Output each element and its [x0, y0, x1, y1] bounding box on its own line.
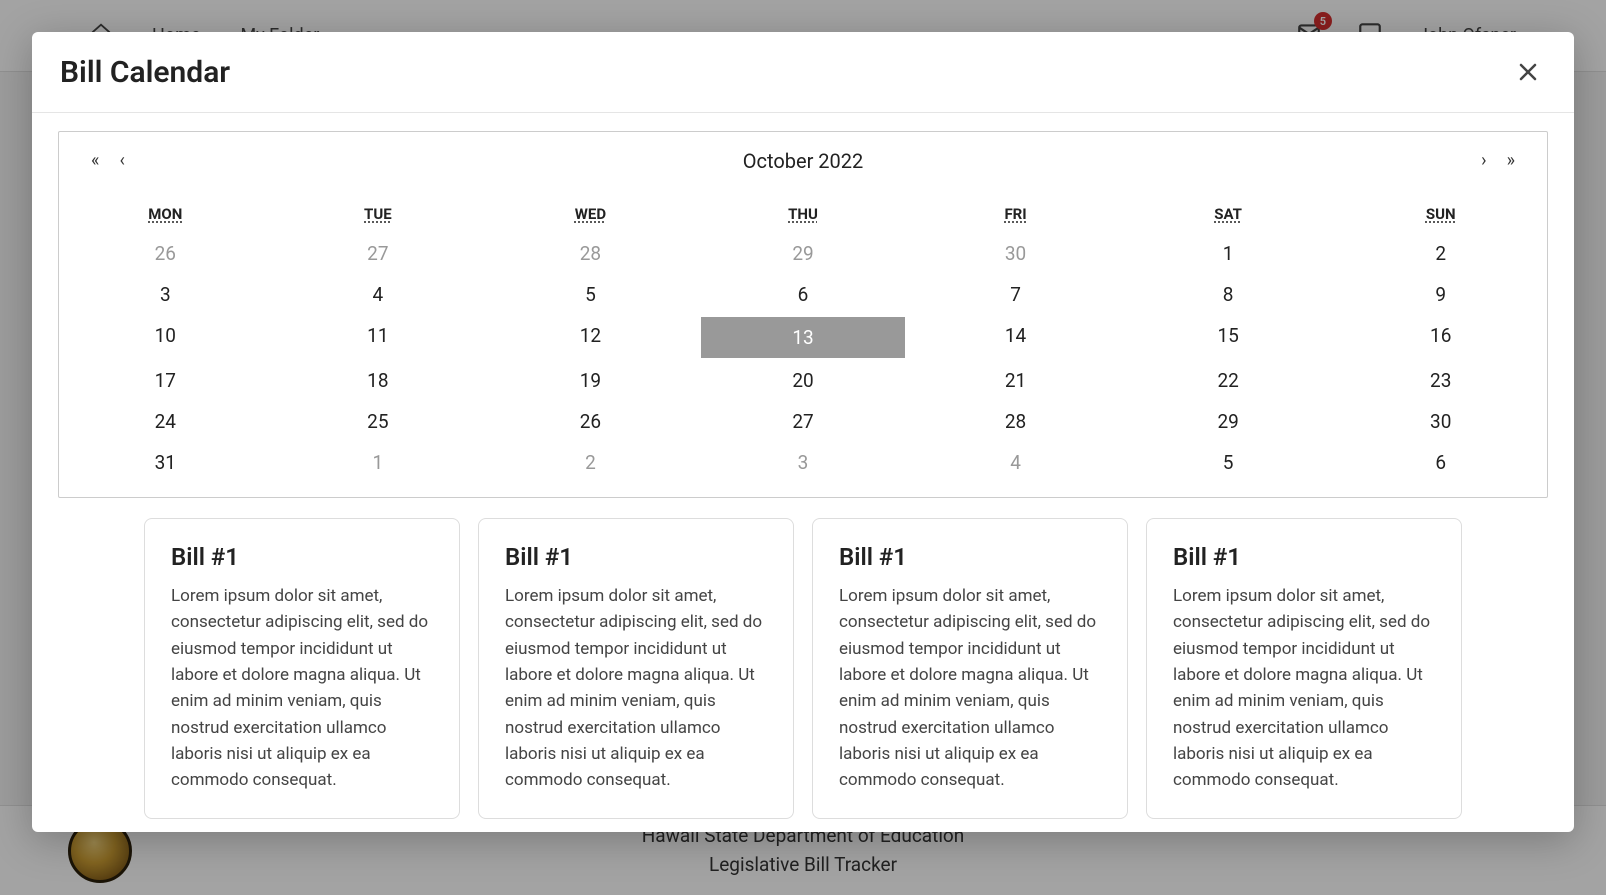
- modal-body: « ‹ October 2022 › » MONTUEWEDTHUFRISATS…: [32, 113, 1574, 832]
- bill-card-description: Lorem ipsum dolor sit amet, consectetur …: [839, 583, 1101, 794]
- calendar-day-cell[interactable]: 3: [59, 274, 272, 315]
- modal-header: Bill Calendar: [32, 32, 1574, 113]
- calendar-day-cell[interactable]: 15: [1122, 315, 1335, 360]
- bill-card-title: Bill #1: [839, 543, 1101, 571]
- calendar-day-header: MON: [59, 191, 272, 233]
- calendar-day-cell[interactable]: 28: [484, 233, 697, 274]
- calendar-day-cell[interactable]: 26: [59, 233, 272, 274]
- bill-card[interactable]: Bill #1 Lorem ipsum dolor sit amet, conse…: [144, 518, 460, 819]
- calendar-day-cell[interactable]: 9: [1334, 274, 1547, 315]
- calendar-day-header: SUN: [1334, 191, 1547, 233]
- calendar-day-cell[interactable]: 1: [1122, 233, 1335, 274]
- next-month-button[interactable]: ›: [1471, 146, 1496, 175]
- calendar-day-cell[interactable]: 14: [909, 315, 1122, 360]
- calendar-day-cell[interactable]: 10: [59, 315, 272, 360]
- close-icon: [1516, 60, 1540, 84]
- next-year-button[interactable]: »: [1497, 146, 1525, 175]
- bill-card-description: Lorem ipsum dolor sit amet, consectetur …: [171, 583, 433, 794]
- calendar-day-cell[interactable]: 11: [272, 315, 485, 360]
- calendar-day-cell[interactable]: 6: [697, 274, 910, 315]
- calendar-day-cell[interactable]: 13: [701, 317, 906, 358]
- calendar-day-cell[interactable]: 29: [1122, 401, 1335, 442]
- calendar-day-cell[interactable]: 19: [484, 360, 697, 401]
- calendar-day-header: WED: [484, 191, 697, 233]
- calendar-nav: « ‹ October 2022 › »: [59, 132, 1547, 181]
- prev-month-button[interactable]: ‹: [109, 146, 134, 175]
- calendar-day-header: TUE: [272, 191, 485, 233]
- calendar-day-cell[interactable]: 8: [1122, 274, 1335, 315]
- modal-title: Bill Calendar: [60, 55, 230, 90]
- calendar-day-cell[interactable]: 4: [909, 442, 1122, 483]
- calendar-day-header: FRI: [909, 191, 1122, 233]
- bill-card-title: Bill #1: [171, 543, 433, 571]
- bill-card-title: Bill #1: [1173, 543, 1435, 571]
- calendar-day-cell[interactable]: 26: [484, 401, 697, 442]
- calendar-day-cell[interactable]: 29: [697, 233, 910, 274]
- calendar-day-cell[interactable]: 5: [1122, 442, 1335, 483]
- calendar-day-cell[interactable]: 5: [484, 274, 697, 315]
- bill-card[interactable]: Bill #1 Lorem ipsum dolor sit amet, conse…: [812, 518, 1128, 819]
- close-button[interactable]: [1510, 54, 1546, 90]
- calendar-day-cell[interactable]: 31: [59, 442, 272, 483]
- calendar-day-cell[interactable]: 25: [272, 401, 485, 442]
- bill-card-description: Lorem ipsum dolor sit amet, consectetur …: [1173, 583, 1435, 794]
- calendar: « ‹ October 2022 › » MONTUEWEDTHUFRISATS…: [58, 131, 1548, 498]
- calendar-day-cell[interactable]: 6: [1334, 442, 1547, 483]
- calendar-month-label: October 2022: [743, 149, 864, 173]
- bill-card-description: Lorem ipsum dolor sit amet, consectetur …: [505, 583, 767, 794]
- calendar-day-cell[interactable]: 30: [909, 233, 1122, 274]
- calendar-grid: MONTUEWEDTHUFRISATSUN2627282930123456789…: [59, 181, 1547, 497]
- calendar-day-cell[interactable]: 12: [484, 315, 697, 360]
- calendar-day-cell[interactable]: 1: [272, 442, 485, 483]
- calendar-day-cell[interactable]: 23: [1334, 360, 1547, 401]
- calendar-day-cell[interactable]: 16: [1334, 315, 1547, 360]
- bill-card[interactable]: Bill #1 Lorem ipsum dolor sit amet, conse…: [478, 518, 794, 819]
- calendar-day-cell[interactable]: 21: [909, 360, 1122, 401]
- calendar-day-cell[interactable]: 22: [1122, 360, 1335, 401]
- calendar-day-header: THU: [697, 191, 910, 233]
- bill-calendar-modal: Bill Calendar « ‹ October 2022 › » MONTU…: [32, 32, 1574, 832]
- bill-card-title: Bill #1: [505, 543, 767, 571]
- prev-year-button[interactable]: «: [81, 146, 109, 175]
- calendar-day-cell[interactable]: 2: [484, 442, 697, 483]
- calendar-day-header: SAT: [1122, 191, 1335, 233]
- calendar-day-cell[interactable]: 20: [697, 360, 910, 401]
- calendar-day-cell[interactable]: 4: [272, 274, 485, 315]
- bill-card[interactable]: Bill #1 Lorem ipsum dolor sit amet, conse…: [1146, 518, 1462, 819]
- calendar-day-cell[interactable]: 30: [1334, 401, 1547, 442]
- calendar-day-cell[interactable]: 17: [59, 360, 272, 401]
- calendar-day-cell[interactable]: 27: [272, 233, 485, 274]
- calendar-day-cell[interactable]: 18: [272, 360, 485, 401]
- calendar-day-cell[interactable]: 3: [697, 442, 910, 483]
- calendar-day-cell[interactable]: 24: [59, 401, 272, 442]
- calendar-day-cell[interactable]: 28: [909, 401, 1122, 442]
- bills-list: Bill #1 Lorem ipsum dolor sit amet, conse…: [58, 518, 1548, 819]
- calendar-day-cell[interactable]: 2: [1334, 233, 1547, 274]
- calendar-day-cell[interactable]: 7: [909, 274, 1122, 315]
- calendar-day-cell[interactable]: 27: [697, 401, 910, 442]
